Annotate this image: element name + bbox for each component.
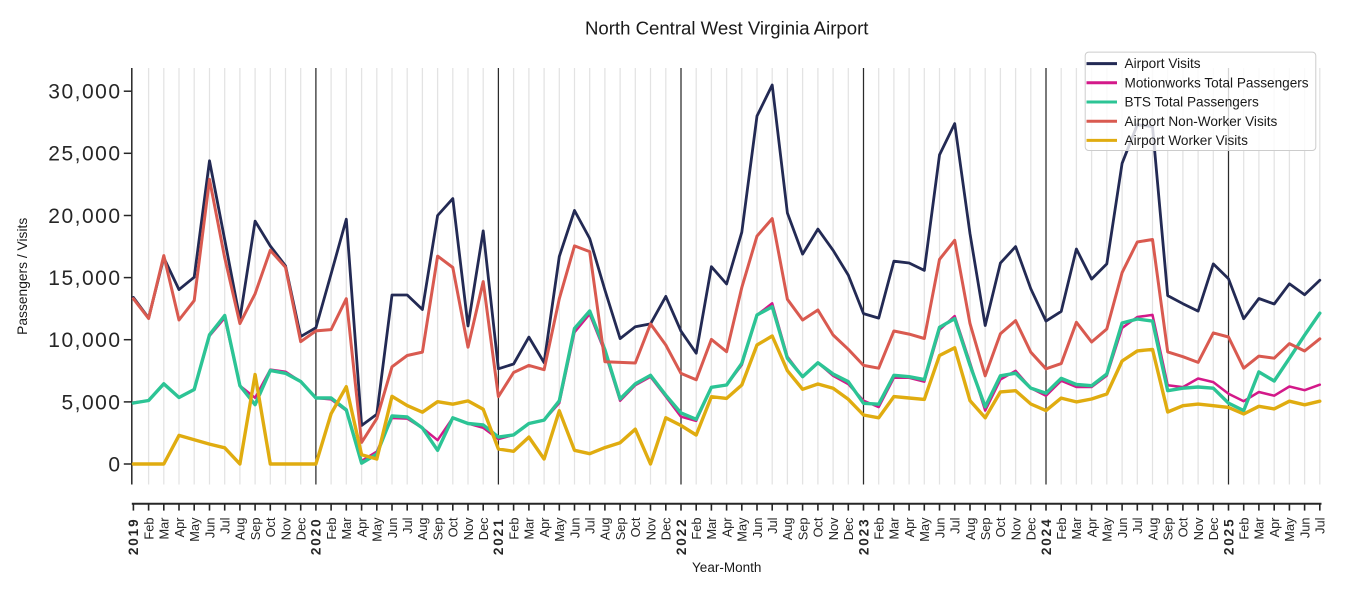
- svg-text:2020: 2020: [309, 518, 324, 556]
- svg-text:Dec: Dec: [294, 517, 309, 540]
- svg-text:2025: 2025: [1221, 518, 1236, 556]
- svg-text:Oct: Oct: [263, 517, 278, 537]
- svg-text:2022: 2022: [674, 518, 689, 556]
- svg-text:Airport Non-Worker Visits: Airport Non-Worker Visits: [1125, 114, 1278, 129]
- svg-text:2021: 2021: [491, 518, 506, 556]
- svg-text:Jun: Jun: [932, 518, 947, 539]
- svg-text:Apr: Apr: [902, 517, 917, 538]
- svg-text:Nov: Nov: [826, 517, 841, 540]
- svg-text:20,000: 20,000: [48, 205, 121, 228]
- svg-text:Nov: Nov: [461, 517, 476, 540]
- svg-text:May: May: [552, 517, 567, 542]
- svg-text:Dec: Dec: [841, 517, 856, 540]
- svg-text:0: 0: [108, 453, 121, 476]
- svg-text:BTS Total Passengers: BTS Total Passengers: [1125, 95, 1259, 110]
- svg-text:Dec: Dec: [1206, 517, 1221, 540]
- svg-text:Jul: Jul: [583, 518, 598, 534]
- svg-text:2024: 2024: [1039, 518, 1054, 556]
- svg-text:Aug: Aug: [963, 518, 978, 541]
- svg-text:Feb: Feb: [506, 518, 521, 540]
- svg-text:May: May: [735, 517, 750, 542]
- svg-text:Feb: Feb: [1237, 518, 1252, 540]
- svg-text:Jun: Jun: [1115, 518, 1130, 539]
- svg-text:May: May: [1282, 517, 1297, 542]
- svg-text:Oct: Oct: [1176, 517, 1191, 537]
- svg-text:Year-Month: Year-Month: [692, 560, 761, 575]
- svg-text:Feb: Feb: [689, 518, 704, 540]
- svg-text:North Central West Virginia Ai: North Central West Virginia Airport: [585, 18, 869, 39]
- svg-text:Jul: Jul: [765, 518, 780, 534]
- svg-text:Oct: Oct: [628, 517, 643, 537]
- svg-text:Jun: Jun: [1297, 518, 1312, 539]
- svg-text:Mar: Mar: [522, 517, 537, 540]
- svg-text:May: May: [187, 517, 202, 542]
- svg-text:Jun: Jun: [567, 518, 582, 539]
- svg-text:Feb: Feb: [141, 518, 156, 540]
- svg-text:Aug: Aug: [415, 518, 430, 541]
- svg-text:Dec: Dec: [659, 517, 674, 540]
- svg-text:Mar: Mar: [1069, 517, 1084, 540]
- svg-text:Jun: Jun: [750, 518, 765, 539]
- svg-text:Sep: Sep: [1161, 518, 1176, 541]
- svg-text:Nov: Nov: [643, 517, 658, 540]
- svg-text:Jul: Jul: [218, 518, 233, 534]
- svg-text:Dec: Dec: [1024, 517, 1039, 540]
- svg-text:Jul: Jul: [948, 518, 963, 534]
- svg-text:Sep: Sep: [978, 518, 993, 541]
- svg-text:Jul: Jul: [1313, 518, 1328, 534]
- svg-text:Aug: Aug: [780, 518, 795, 541]
- svg-text:10,000: 10,000: [48, 329, 121, 352]
- svg-text:Passengers / Visits: Passengers / Visits: [15, 218, 30, 335]
- svg-text:Apr: Apr: [1267, 517, 1282, 538]
- svg-text:Dec: Dec: [476, 517, 491, 540]
- svg-text:Aug: Aug: [598, 518, 613, 541]
- svg-text:Aug: Aug: [1145, 518, 1160, 541]
- svg-text:Feb: Feb: [324, 518, 339, 540]
- svg-text:15,000: 15,000: [48, 267, 121, 290]
- svg-text:Feb: Feb: [1054, 518, 1069, 540]
- svg-text:Sep: Sep: [795, 518, 810, 541]
- svg-text:Apr: Apr: [537, 517, 552, 538]
- svg-text:Nov: Nov: [278, 517, 293, 540]
- svg-text:Jun: Jun: [385, 518, 400, 539]
- svg-text:Mar: Mar: [339, 517, 354, 540]
- svg-text:Motionworks Total Passengers: Motionworks Total Passengers: [1125, 75, 1309, 90]
- svg-text:Aug: Aug: [233, 518, 248, 541]
- svg-text:Airport Visits: Airport Visits: [1125, 56, 1201, 71]
- svg-text:30,000: 30,000: [48, 81, 121, 104]
- svg-text:Sep: Sep: [248, 518, 263, 541]
- svg-text:Oct: Oct: [446, 517, 461, 537]
- svg-text:Nov: Nov: [1008, 517, 1023, 540]
- svg-text:May: May: [917, 517, 932, 542]
- svg-text:Mar: Mar: [704, 517, 719, 540]
- svg-text:25,000: 25,000: [48, 143, 121, 166]
- svg-text:Sep: Sep: [430, 518, 445, 541]
- svg-text:Jul: Jul: [1130, 518, 1145, 534]
- svg-text:Oct: Oct: [811, 517, 826, 537]
- svg-text:Apr: Apr: [1084, 517, 1099, 538]
- svg-text:Mar: Mar: [1252, 517, 1267, 540]
- svg-text:Jul: Jul: [400, 518, 415, 534]
- svg-text:Nov: Nov: [1191, 517, 1206, 540]
- svg-text:Mar: Mar: [887, 517, 902, 540]
- svg-text:Airport Worker Visits: Airport Worker Visits: [1125, 133, 1249, 148]
- svg-text:Jun: Jun: [202, 518, 217, 539]
- svg-text:Apr: Apr: [719, 517, 734, 538]
- svg-text:2023: 2023: [856, 518, 871, 556]
- svg-text:May: May: [370, 517, 385, 542]
- svg-text:5,000: 5,000: [61, 391, 121, 414]
- svg-text:Mar: Mar: [157, 517, 172, 540]
- svg-text:Apr: Apr: [354, 517, 369, 538]
- svg-text:Oct: Oct: [993, 517, 1008, 537]
- svg-text:May: May: [1100, 517, 1115, 542]
- svg-text:Sep: Sep: [613, 518, 628, 541]
- svg-text:Feb: Feb: [872, 518, 887, 540]
- svg-text:Apr: Apr: [172, 517, 187, 538]
- svg-text:2019: 2019: [126, 518, 141, 556]
